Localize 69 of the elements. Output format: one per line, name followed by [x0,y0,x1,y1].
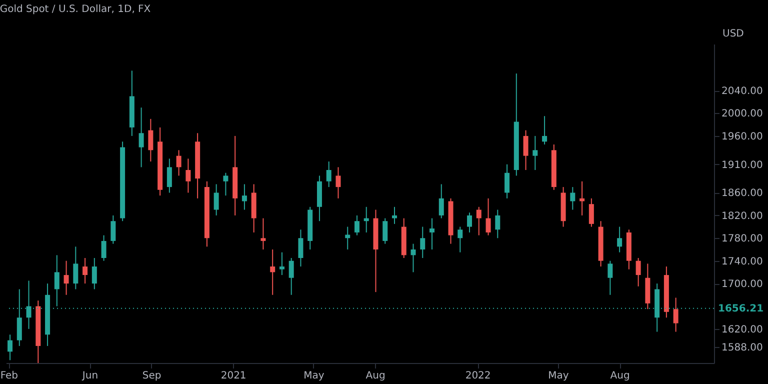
y-tick-label: 2040.00 [722,86,763,98]
y-axis-title: USD [722,28,744,40]
x-tick-label: Sep [142,370,162,382]
candlestick [242,184,247,210]
candlestick [73,246,78,290]
candlestick [92,257,97,290]
candlestick [54,254,60,307]
candlestick [438,184,444,219]
candlestick [260,218,266,250]
candlestick [532,135,538,171]
candlestick [270,248,276,296]
candlestick [495,209,500,239]
candlestick [410,243,416,273]
y-tick-label: 1910.00 [722,160,763,171]
candlestick [298,229,304,268]
candlestick [82,257,88,284]
y-tick-label: 1860.00 [722,188,763,200]
y-tick-label: 2000.00 [722,108,763,120]
x-tick-label: Aug [366,370,386,382]
y-tick-label: 1588.00 [722,342,763,354]
y-tick-label: 1820.00 [722,210,763,222]
candlestick [186,158,191,194]
candlestick [279,252,284,276]
candlestick [570,186,576,210]
x-tick-label: Feb [0,370,18,382]
candlestick [608,260,613,296]
x-tick-label: Aug [610,370,630,382]
y-tick-label: 1700.00 [722,279,763,290]
candlestick [345,226,350,250]
candlestick [523,130,528,171]
candlestick [467,212,472,233]
y-tick-label: 1960.00 [722,131,763,142]
candlestick [288,257,294,296]
x-tick-label: Jun [81,370,98,382]
candlestick [354,214,360,236]
candlestick [8,334,13,361]
candlestick [336,166,341,199]
candlestick [588,198,594,228]
x-tick-label: May [548,370,569,382]
candlestick [420,226,426,258]
candlestick [64,260,69,296]
y-tick-label: 1780.00 [722,234,763,245]
candlestick [430,218,435,250]
candlestick [392,206,397,224]
candlestick [101,234,106,262]
candlestick [636,257,641,287]
ref-line-label: 1656.21 [718,303,764,314]
candlestick [382,218,388,244]
candlestick [504,164,510,199]
candlestick [673,297,678,332]
candlestick [176,150,182,176]
candlestick [148,118,154,162]
candlestick [476,206,482,236]
candlestick [486,198,491,236]
candlestick [138,107,144,168]
candlestick [458,226,463,253]
candlestick [110,214,116,244]
x-tick-label: May [304,370,324,382]
candlestick [617,226,622,253]
x-tick-label: 2022 [465,370,491,382]
candlestick [214,184,219,216]
y-tick-label: 1620.00 [722,324,763,336]
x-tick-label: 2021 [220,370,246,382]
candlestick [166,158,172,194]
candlestick [223,172,228,196]
chart-title: Gold Spot / U.S. Dollar, 1D, FX [0,4,151,15]
y-tick-label: 1740.00 [722,256,763,268]
candlestick [542,116,548,145]
candlestick [326,160,332,188]
